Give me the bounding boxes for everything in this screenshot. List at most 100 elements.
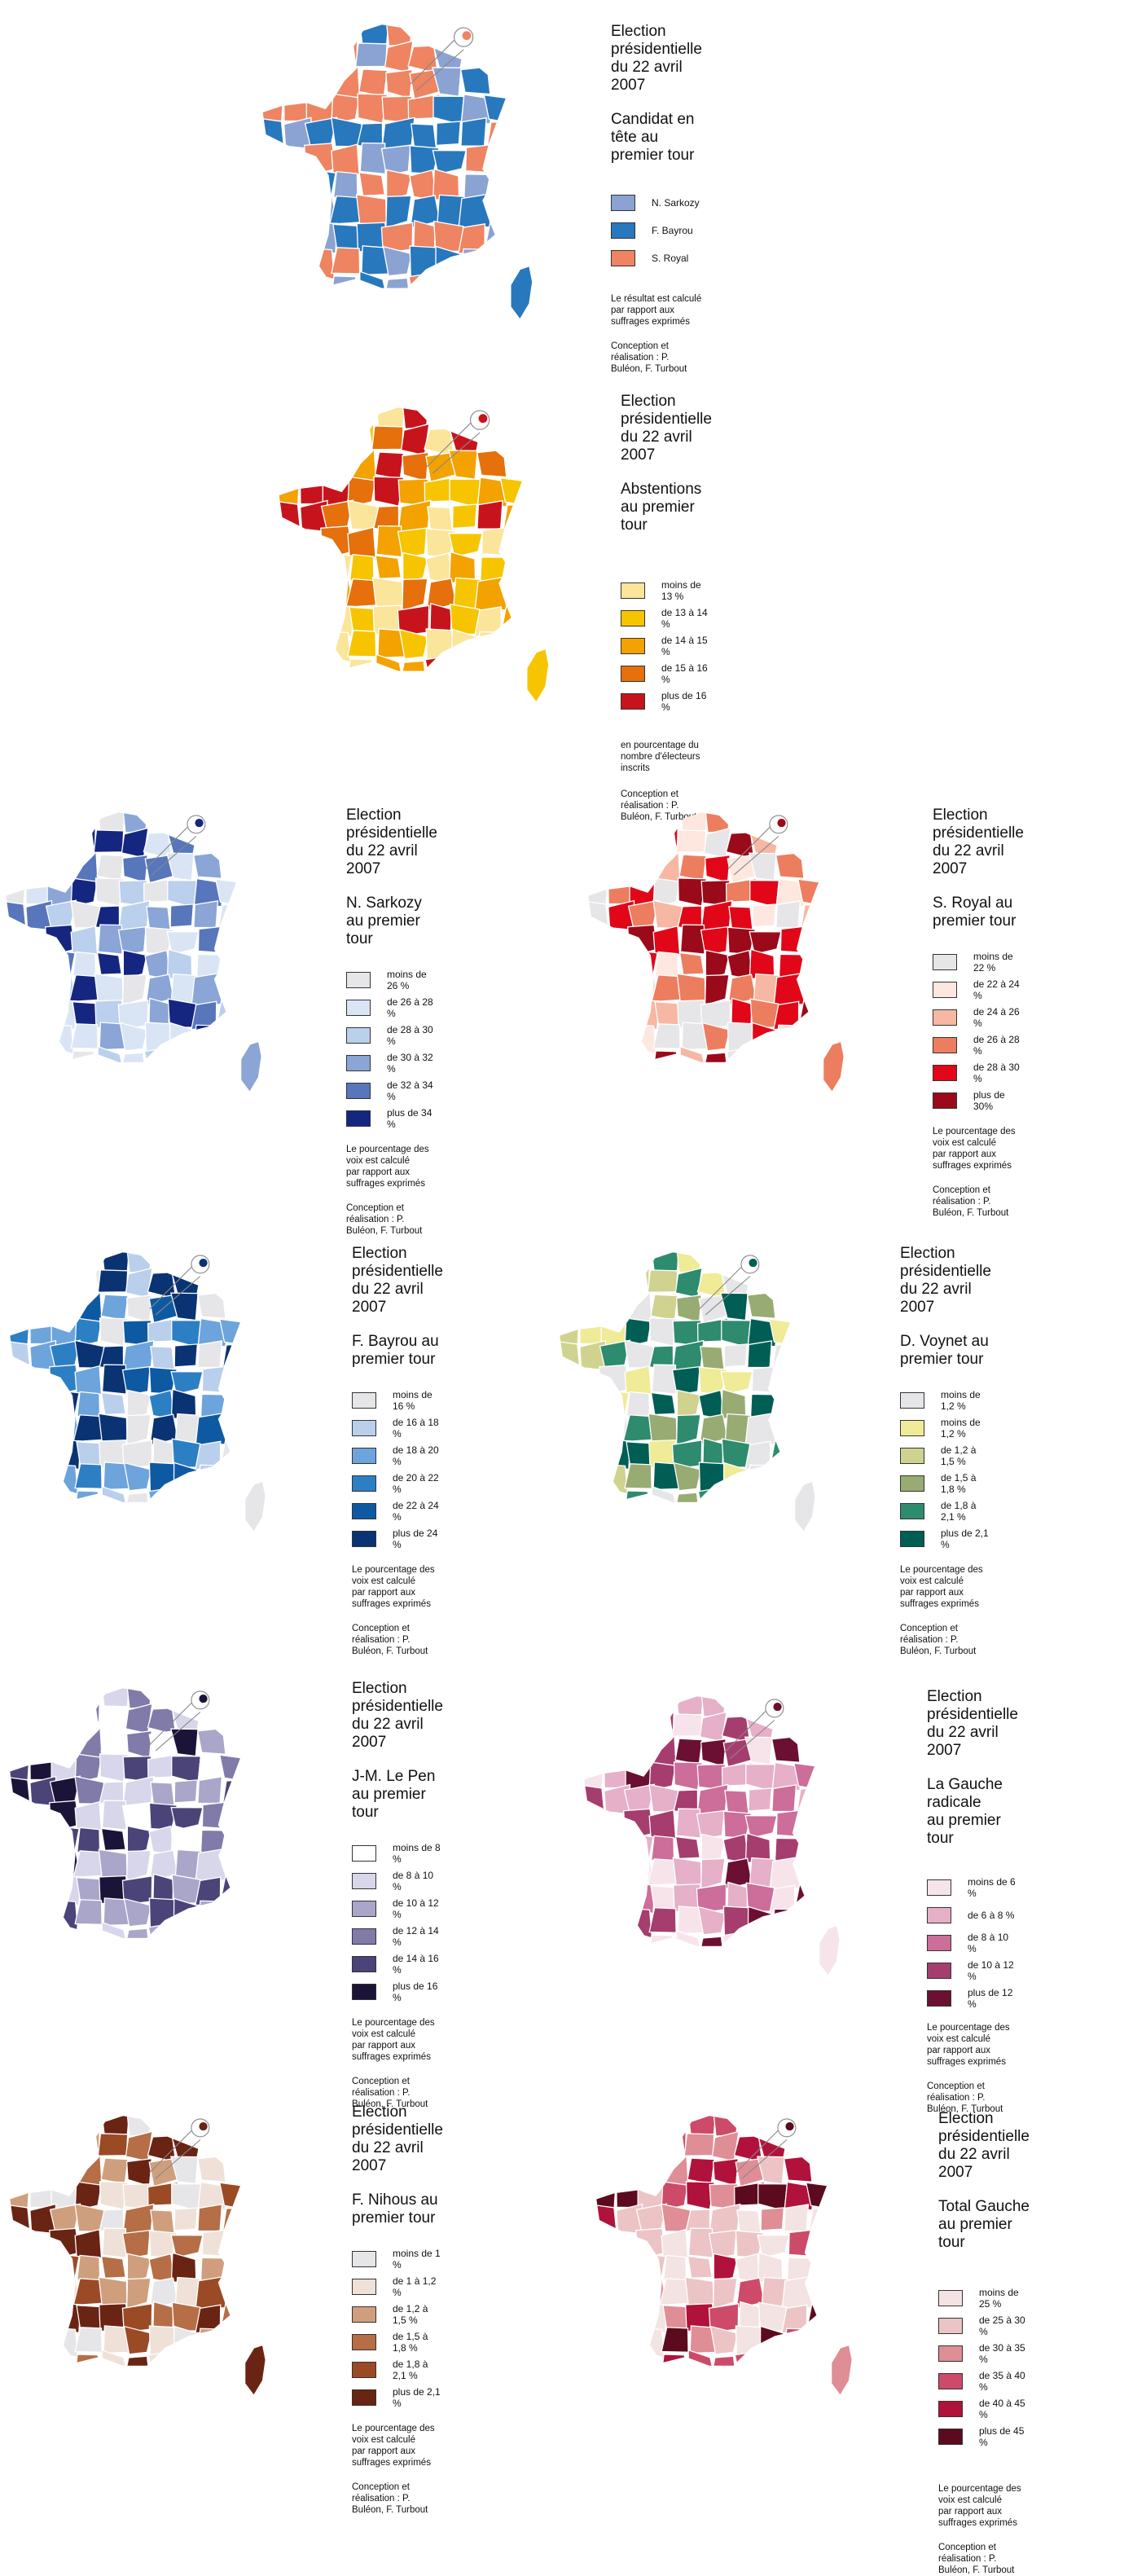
department-region [650, 1391, 676, 1415]
map-title: Election présidentielle [621, 393, 712, 428]
department-region [672, 1857, 702, 1888]
department-region [73, 2354, 104, 2366]
legend-label: de 22 à 24 % [393, 1500, 439, 1523]
legend-swatch [927, 1935, 951, 1951]
department-region [648, 1809, 677, 1840]
paris-inset-line [415, 49, 464, 91]
legend-label: moins de 1,2 % [941, 1417, 981, 1440]
legend-item: plus de 45 % [938, 2423, 1030, 2451]
department-region [73, 2155, 103, 2187]
legend-item: S. Royal [611, 244, 702, 272]
department-region [323, 604, 355, 638]
department-region [675, 1413, 701, 1446]
map-heading-line2: au premier tour [927, 1812, 1001, 1847]
department-region [655, 951, 679, 979]
department-region [49, 1023, 75, 1055]
legend-swatch [352, 1531, 376, 1547]
legend-item: de 30 à 35 % [938, 2340, 1030, 2367]
department-region [460, 94, 493, 125]
department-region [331, 143, 360, 175]
paris-inset-line [727, 827, 771, 870]
department-region [53, 2327, 79, 2358]
department-region [346, 499, 379, 530]
paris-inset-region [785, 2121, 794, 2131]
legend: moins de 13 % de 13 à 14 % de 14 à 15 % … [621, 577, 712, 715]
department-region [712, 2157, 739, 2187]
department-region [73, 1703, 100, 1735]
map-title: Election présidentielle [933, 807, 1024, 842]
department-region [722, 1906, 750, 1939]
department-region [304, 169, 336, 202]
department-region [46, 999, 77, 1031]
department-region [49, 2253, 80, 2284]
department-region [98, 2276, 128, 2308]
legend-item: N. Sarkozy [611, 189, 702, 217]
department-region [125, 1413, 151, 1446]
legend-label: N. Sarkozy [652, 197, 700, 209]
legend-swatch [621, 610, 645, 626]
department-region [101, 2227, 127, 2258]
legend-item: de 25 à 30 % [938, 2312, 1030, 2340]
department-region [73, 1926, 104, 1938]
department-region [793, 1884, 816, 1912]
corsica-region [794, 1480, 816, 1533]
legend-swatch [621, 638, 645, 654]
department-region [424, 653, 456, 671]
corsica-region [819, 1924, 841, 1977]
paris-inset-line [410, 40, 454, 85]
department-region [262, 91, 284, 122]
department-region [121, 1365, 151, 1396]
department-region [371, 577, 404, 610]
department-region [784, 2328, 813, 2357]
department-region [148, 1462, 176, 1495]
legend: moins de 1,2 % moins de 1,2 % de 1,2 à 1… [900, 1387, 991, 1553]
department-region [75, 1688, 102, 1711]
department-region [331, 247, 361, 275]
map-credit: Conception et réalisation : P. Buléon, F… [900, 1624, 977, 1656]
department-region [627, 1907, 653, 1939]
department-region [752, 903, 777, 928]
legend-item: de 32 à 34 % [346, 1077, 437, 1105]
department-region [748, 1787, 773, 1812]
department-region [652, 899, 683, 930]
department-region [596, 2179, 617, 2209]
department-region [143, 1046, 173, 1062]
paris-inset-region [195, 818, 204, 828]
department-region [722, 1930, 752, 1946]
department-region [648, 1907, 677, 1933]
department-region [74, 1365, 103, 1396]
department-region [458, 193, 491, 228]
map-credit: Conception et réalisation : P. Buléon, F… [938, 2543, 1015, 2575]
legend: moins de 25 % de 25 à 30 % de 30 à 35 % … [938, 2284, 1030, 2451]
legend-item: de 13 à 14 % [621, 604, 712, 632]
department-region [775, 900, 801, 929]
paris-inset-line [723, 1711, 766, 1754]
department-region [201, 2229, 226, 2257]
department-region [674, 1492, 700, 1502]
department-region [481, 527, 507, 556]
department-region [700, 1738, 727, 1768]
legend-label: de 18 à 20 % [393, 1444, 439, 1467]
legend-label: plus de 2,1 % [393, 2386, 441, 2409]
department-region [123, 2325, 152, 2355]
legend-label: plus de 24 % [393, 1528, 438, 1550]
department-region [222, 1779, 242, 1809]
department-region [700, 1346, 725, 1370]
map-note: Le pourcentage des voix est calculé par … [352, 2424, 435, 2468]
department-region [775, 1809, 801, 1838]
legend-label: de 40 à 45 % [979, 2398, 1025, 2420]
department-region [747, 1464, 776, 1493]
department-region [147, 2350, 178, 2366]
department-region [126, 1825, 151, 1856]
department-region [125, 1730, 152, 1760]
legend-swatch [346, 1055, 371, 1071]
department-region [121, 854, 148, 884]
department-region [624, 1339, 655, 1369]
department-region [308, 247, 336, 281]
legend-label: de 8 à 10 % [968, 1932, 1009, 1954]
department-region [332, 24, 359, 49]
department-region [410, 123, 437, 149]
department-region [402, 578, 428, 612]
legend-swatch [352, 1475, 376, 1492]
department-region [144, 1022, 172, 1055]
